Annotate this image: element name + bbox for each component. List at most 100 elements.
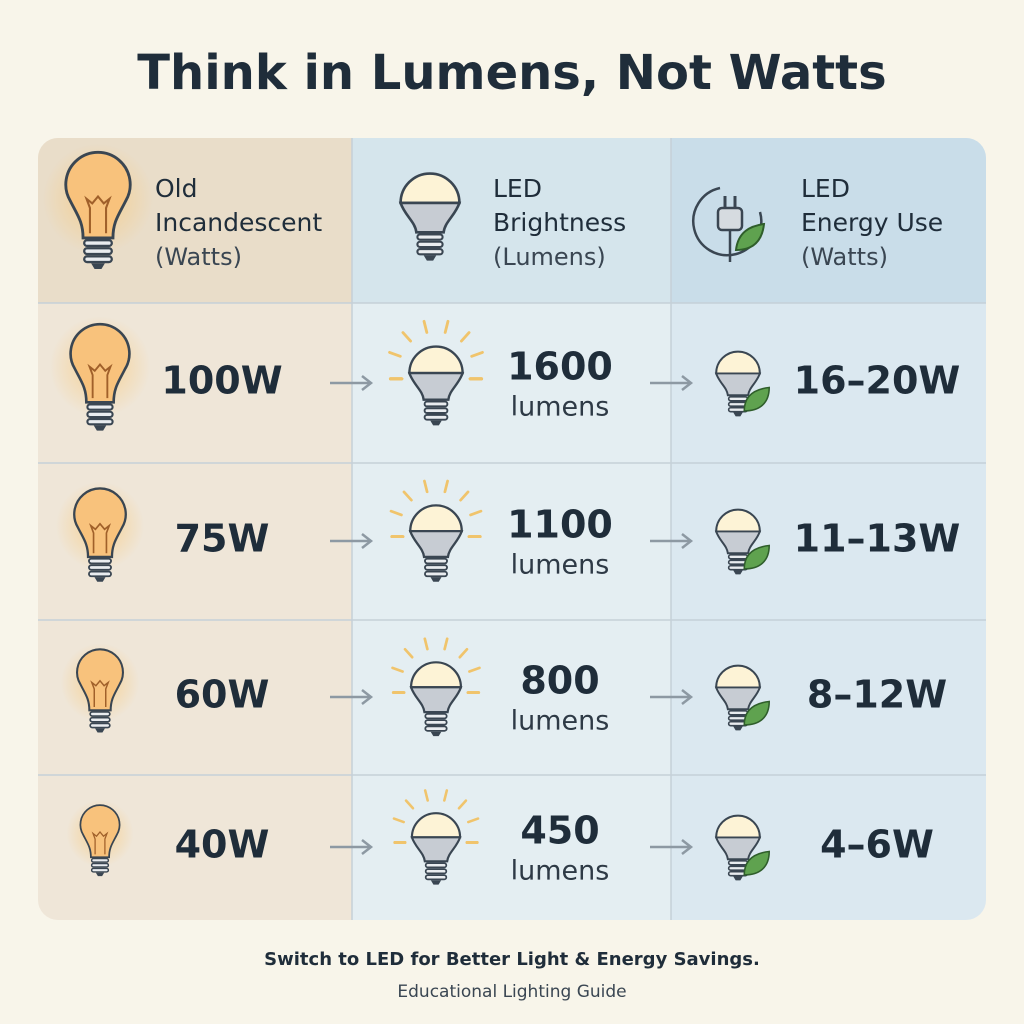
bulb-base	[424, 862, 448, 869]
led-body	[714, 530, 762, 555]
header-title: Brightness	[493, 208, 626, 237]
bulb-tip	[733, 412, 743, 417]
light-ray	[404, 799, 415, 810]
incandescent-watts: 75W	[175, 517, 270, 561]
incandescent-icon	[49, 316, 151, 431]
header-unit: (Lumens)	[493, 243, 606, 271]
incandescent-watts: 100W	[161, 359, 282, 403]
bulb-base	[727, 554, 749, 560]
led-dome	[408, 345, 464, 375]
incandescent-watts: 40W	[175, 823, 270, 867]
bulb-base	[416, 240, 444, 249]
bulb-base	[89, 716, 111, 723]
led-dome	[715, 350, 761, 375]
leaf	[734, 222, 766, 252]
incandescent-icon	[60, 643, 140, 733]
led-dome	[410, 812, 462, 839]
bulb-tip	[733, 726, 743, 731]
light-ray	[470, 350, 484, 358]
filament	[91, 831, 109, 855]
bulb-tip	[94, 577, 106, 582]
led-body	[714, 372, 762, 397]
bulb-tip	[430, 577, 442, 582]
incandescent-icon	[42, 143, 154, 269]
bulb-base	[424, 725, 448, 732]
bulb-base	[88, 557, 112, 565]
light-ray	[469, 509, 483, 517]
bulb-base	[424, 564, 448, 571]
bulb-tip	[733, 570, 743, 575]
bulb-tip	[93, 425, 107, 431]
bulb-base	[90, 862, 110, 868]
bulb-base	[416, 248, 444, 256]
led-body	[408, 530, 464, 559]
led-watts: 8–12W	[807, 673, 947, 717]
light-ray	[457, 799, 468, 810]
lumens-unit: lumens	[511, 392, 610, 423]
header-unit: (Watts)	[155, 243, 242, 271]
bulb-base	[424, 874, 448, 881]
filament	[87, 363, 113, 399]
filament	[84, 194, 112, 234]
footer-subtitle: Educational Lighting Guide	[397, 982, 626, 1002]
light-ray	[458, 647, 469, 659]
led-dome	[715, 508, 761, 533]
leaf	[743, 700, 770, 726]
led-dome	[399, 172, 461, 205]
lumens-value: 450	[520, 809, 599, 853]
leaf	[743, 850, 770, 876]
light-ray	[467, 817, 480, 824]
light-ray	[388, 350, 402, 358]
lumens-value: 1100	[507, 503, 613, 547]
bulb-tip	[95, 728, 105, 733]
incandescent-watts: 60W	[175, 673, 270, 717]
incandescent-icon	[55, 481, 145, 582]
led-body	[410, 836, 462, 863]
light-ray	[403, 647, 414, 659]
bulb-base	[424, 713, 448, 720]
bulb-tip	[95, 872, 105, 877]
arrow-head	[681, 689, 694, 705]
bulb-base	[88, 570, 112, 578]
led-icon	[398, 172, 462, 261]
lumens-value: 800	[520, 659, 599, 703]
header-unit: (Watts)	[801, 243, 888, 271]
arrow-head	[681, 375, 694, 391]
bulb-tip	[430, 880, 442, 885]
bulb-base	[89, 722, 111, 729]
light-ray	[402, 490, 413, 502]
led-icon	[714, 350, 770, 417]
incandescent-icon	[66, 799, 134, 877]
bulb-base	[86, 418, 114, 426]
light-ray	[443, 637, 449, 651]
bulb-base	[90, 857, 110, 863]
arrow-head	[361, 839, 374, 855]
plug-icon	[692, 186, 766, 262]
bulb-base	[727, 860, 749, 866]
bulb-base	[424, 719, 448, 726]
led-body	[409, 686, 463, 714]
light-ray	[392, 817, 405, 824]
light-ray	[401, 331, 412, 343]
bulb-base	[83, 239, 113, 248]
header-bg	[352, 138, 671, 303]
bulb-base	[90, 867, 110, 873]
led-dome	[715, 664, 761, 689]
arrow-head	[681, 839, 694, 855]
header-title: LED	[801, 174, 850, 203]
bulb-base	[416, 233, 444, 241]
bulb-base	[424, 570, 448, 578]
led-watts: 16–20W	[794, 359, 961, 403]
bulb-tip	[423, 255, 437, 261]
light-ray	[423, 789, 429, 802]
lumens-unit: lumens	[511, 550, 610, 581]
led-icon	[388, 319, 484, 426]
light-ray	[460, 331, 471, 343]
led-body	[407, 371, 465, 401]
lumens-unit: lumens	[511, 706, 610, 737]
bulb-tip	[430, 731, 442, 737]
led-body	[398, 201, 462, 234]
light-ray	[391, 666, 404, 673]
bulb-base	[88, 564, 112, 571]
